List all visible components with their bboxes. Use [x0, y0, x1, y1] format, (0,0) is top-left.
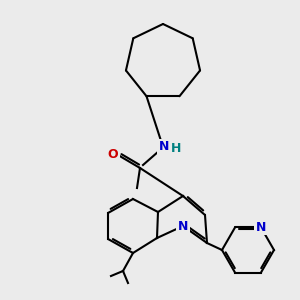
Text: H: H: [171, 142, 181, 154]
Text: H: H: [170, 142, 180, 154]
Text: N: N: [178, 220, 188, 233]
Text: N: N: [178, 220, 188, 232]
Text: O: O: [108, 148, 118, 161]
Text: N: N: [256, 221, 266, 234]
Text: N: N: [159, 140, 169, 154]
Text: N: N: [256, 221, 266, 234]
Text: N: N: [159, 140, 169, 154]
Text: O: O: [108, 148, 118, 161]
